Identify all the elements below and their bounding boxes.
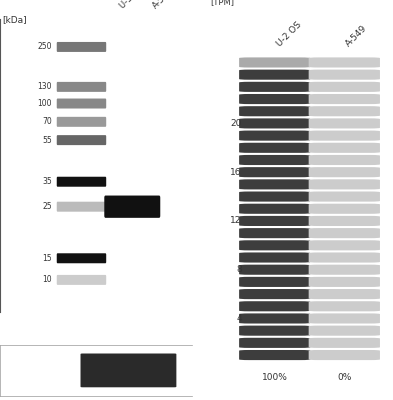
FancyBboxPatch shape <box>309 216 380 226</box>
Text: [kDa]: [kDa] <box>2 15 27 24</box>
FancyBboxPatch shape <box>104 196 160 218</box>
Text: 12: 12 <box>230 216 242 226</box>
FancyBboxPatch shape <box>239 265 310 275</box>
FancyBboxPatch shape <box>239 216 310 226</box>
FancyBboxPatch shape <box>57 117 106 127</box>
FancyBboxPatch shape <box>309 314 380 324</box>
Text: 100: 100 <box>37 99 52 108</box>
FancyBboxPatch shape <box>309 240 380 250</box>
FancyBboxPatch shape <box>239 289 310 299</box>
Text: 15: 15 <box>42 254 52 263</box>
FancyBboxPatch shape <box>309 179 380 190</box>
FancyBboxPatch shape <box>309 58 380 68</box>
FancyBboxPatch shape <box>239 301 310 311</box>
Text: 25: 25 <box>42 202 52 211</box>
FancyBboxPatch shape <box>239 70 310 80</box>
FancyBboxPatch shape <box>57 177 106 187</box>
FancyBboxPatch shape <box>309 82 380 92</box>
Text: 4: 4 <box>236 314 242 323</box>
FancyBboxPatch shape <box>309 155 380 165</box>
FancyBboxPatch shape <box>57 275 106 285</box>
Text: 250: 250 <box>37 42 52 52</box>
Text: U-3 OS: U-3 OS <box>118 0 145 10</box>
FancyBboxPatch shape <box>309 106 380 116</box>
FancyBboxPatch shape <box>57 253 106 263</box>
FancyBboxPatch shape <box>57 42 106 52</box>
FancyBboxPatch shape <box>239 228 310 238</box>
FancyBboxPatch shape <box>309 204 380 214</box>
FancyBboxPatch shape <box>309 118 380 128</box>
FancyBboxPatch shape <box>309 277 380 287</box>
FancyBboxPatch shape <box>309 252 380 262</box>
FancyBboxPatch shape <box>239 143 310 153</box>
Text: Low: Low <box>149 348 165 357</box>
FancyBboxPatch shape <box>81 354 176 387</box>
FancyBboxPatch shape <box>57 82 106 92</box>
FancyBboxPatch shape <box>239 106 310 116</box>
Text: 55: 55 <box>42 136 52 145</box>
FancyBboxPatch shape <box>239 58 310 68</box>
Text: 8: 8 <box>236 265 242 274</box>
FancyBboxPatch shape <box>239 326 310 336</box>
Text: 130: 130 <box>37 82 52 91</box>
FancyBboxPatch shape <box>239 338 310 348</box>
FancyBboxPatch shape <box>309 167 380 177</box>
FancyBboxPatch shape <box>239 252 310 262</box>
FancyBboxPatch shape <box>239 277 310 287</box>
Text: 100%: 100% <box>262 373 288 382</box>
FancyBboxPatch shape <box>309 265 380 275</box>
Text: 16: 16 <box>230 168 242 177</box>
FancyBboxPatch shape <box>239 240 310 250</box>
Text: 20: 20 <box>230 119 242 128</box>
FancyBboxPatch shape <box>239 167 310 177</box>
FancyBboxPatch shape <box>239 94 310 104</box>
FancyBboxPatch shape <box>309 350 380 360</box>
Text: 10: 10 <box>42 276 52 284</box>
Text: 0%: 0% <box>337 373 351 382</box>
FancyBboxPatch shape <box>309 192 380 202</box>
FancyBboxPatch shape <box>239 350 310 360</box>
FancyBboxPatch shape <box>309 94 380 104</box>
FancyBboxPatch shape <box>57 98 106 108</box>
FancyBboxPatch shape <box>239 179 310 190</box>
FancyBboxPatch shape <box>57 202 106 212</box>
Text: A-549: A-549 <box>344 24 369 48</box>
Text: 35: 35 <box>42 177 52 186</box>
FancyBboxPatch shape <box>57 135 106 145</box>
Text: High: High <box>115 348 134 357</box>
FancyBboxPatch shape <box>239 130 310 141</box>
FancyBboxPatch shape <box>239 82 310 92</box>
FancyBboxPatch shape <box>309 326 380 336</box>
FancyBboxPatch shape <box>309 228 380 238</box>
Text: A-549: A-549 <box>151 0 174 10</box>
FancyBboxPatch shape <box>239 314 310 324</box>
FancyBboxPatch shape <box>239 118 310 128</box>
FancyBboxPatch shape <box>309 143 380 153</box>
FancyBboxPatch shape <box>239 192 310 202</box>
FancyBboxPatch shape <box>309 301 380 311</box>
FancyBboxPatch shape <box>309 130 380 141</box>
FancyBboxPatch shape <box>239 155 310 165</box>
FancyBboxPatch shape <box>309 289 380 299</box>
Text: 70: 70 <box>42 117 52 126</box>
Text: RNA
[TPM]: RNA [TPM] <box>210 0 234 6</box>
FancyBboxPatch shape <box>309 338 380 348</box>
Text: U-2 OS: U-2 OS <box>275 20 303 48</box>
FancyBboxPatch shape <box>239 204 310 214</box>
FancyBboxPatch shape <box>309 70 380 80</box>
